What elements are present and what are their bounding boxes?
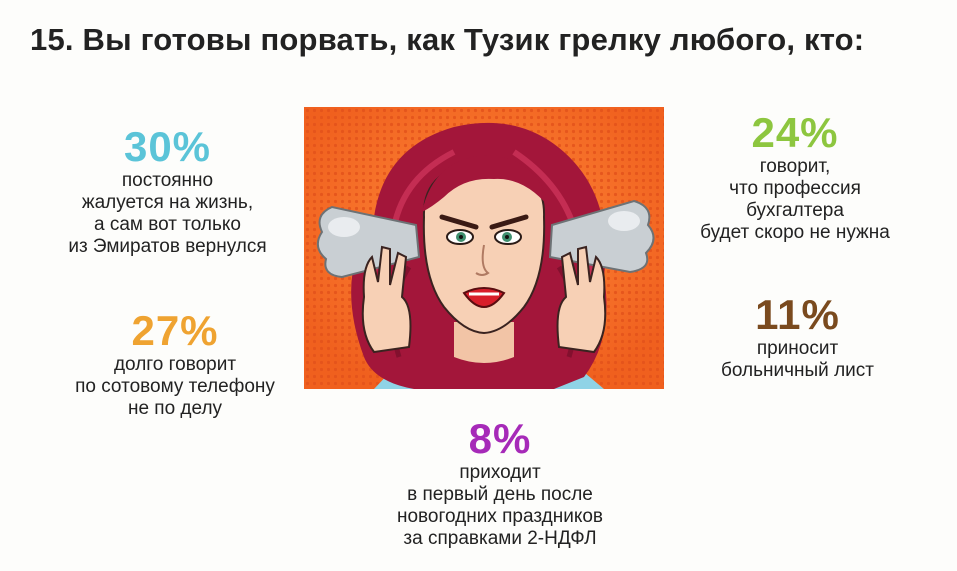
stat-percent: 24% bbox=[751, 109, 839, 156]
stat-line: будет скоро не нужна bbox=[700, 222, 890, 243]
stat-line: постоянно bbox=[121, 170, 214, 191]
stat-description: долго говорит по сотовому телефону не по… bbox=[40, 354, 310, 420]
stat-line: больничный лист bbox=[721, 360, 874, 381]
stat-line: новогодних праздников bbox=[396, 506, 604, 527]
stat-line: долго говорит bbox=[113, 354, 237, 375]
stat-percent: 30% bbox=[123, 123, 212, 170]
stat-description: приносит больничный лист bbox=[680, 338, 915, 382]
stat-line: из Эмиратов вернулся bbox=[68, 236, 267, 257]
angry-woman-steam-icon bbox=[304, 107, 664, 389]
stat-percent: 8% bbox=[468, 415, 532, 462]
stat-line: приносит bbox=[756, 338, 839, 359]
stat-percent: 11% bbox=[755, 291, 840, 338]
stat-line: приходит bbox=[459, 462, 541, 483]
stat-line: в первый день после bbox=[407, 484, 593, 505]
stat-line: по сотовому телефону bbox=[75, 376, 275, 397]
stat-8: 8% приходит в первый день после новогодн… bbox=[350, 416, 650, 550]
stat-11: 11% приносит больничный лист bbox=[680, 292, 915, 382]
stat-description: говорит, что профессия бухгалтера будет … bbox=[675, 156, 915, 244]
page-title: 15. Вы готовы порвать, как Тузик грелку … bbox=[30, 22, 865, 57]
angry-woman-illustration bbox=[304, 107, 664, 389]
stat-30: 30% постоянно жалуется на жизнь, а сам в… bbox=[40, 124, 295, 258]
stat-description: приходит в первый день после новогодних … bbox=[350, 462, 650, 550]
stat-line: говорит, bbox=[759, 156, 831, 177]
stat-percent: 27% bbox=[131, 307, 219, 354]
stat-line: не по делу bbox=[127, 398, 223, 419]
stat-line: а сам вот только bbox=[94, 214, 241, 235]
stat-24: 24% говорит, что профессия бухгалтера бу… bbox=[675, 110, 915, 244]
stat-description: постоянно жалуется на жизнь, а сам вот т… bbox=[40, 170, 295, 258]
stat-line: за справками 2-НДФЛ bbox=[403, 528, 597, 549]
stat-line: что профессия bbox=[729, 178, 861, 199]
stat-27: 27% долго говорит по сотовому телефону н… bbox=[40, 308, 310, 420]
stat-line: бухгалтера bbox=[746, 200, 844, 221]
stat-line: жалуется на жизнь, bbox=[81, 192, 254, 213]
